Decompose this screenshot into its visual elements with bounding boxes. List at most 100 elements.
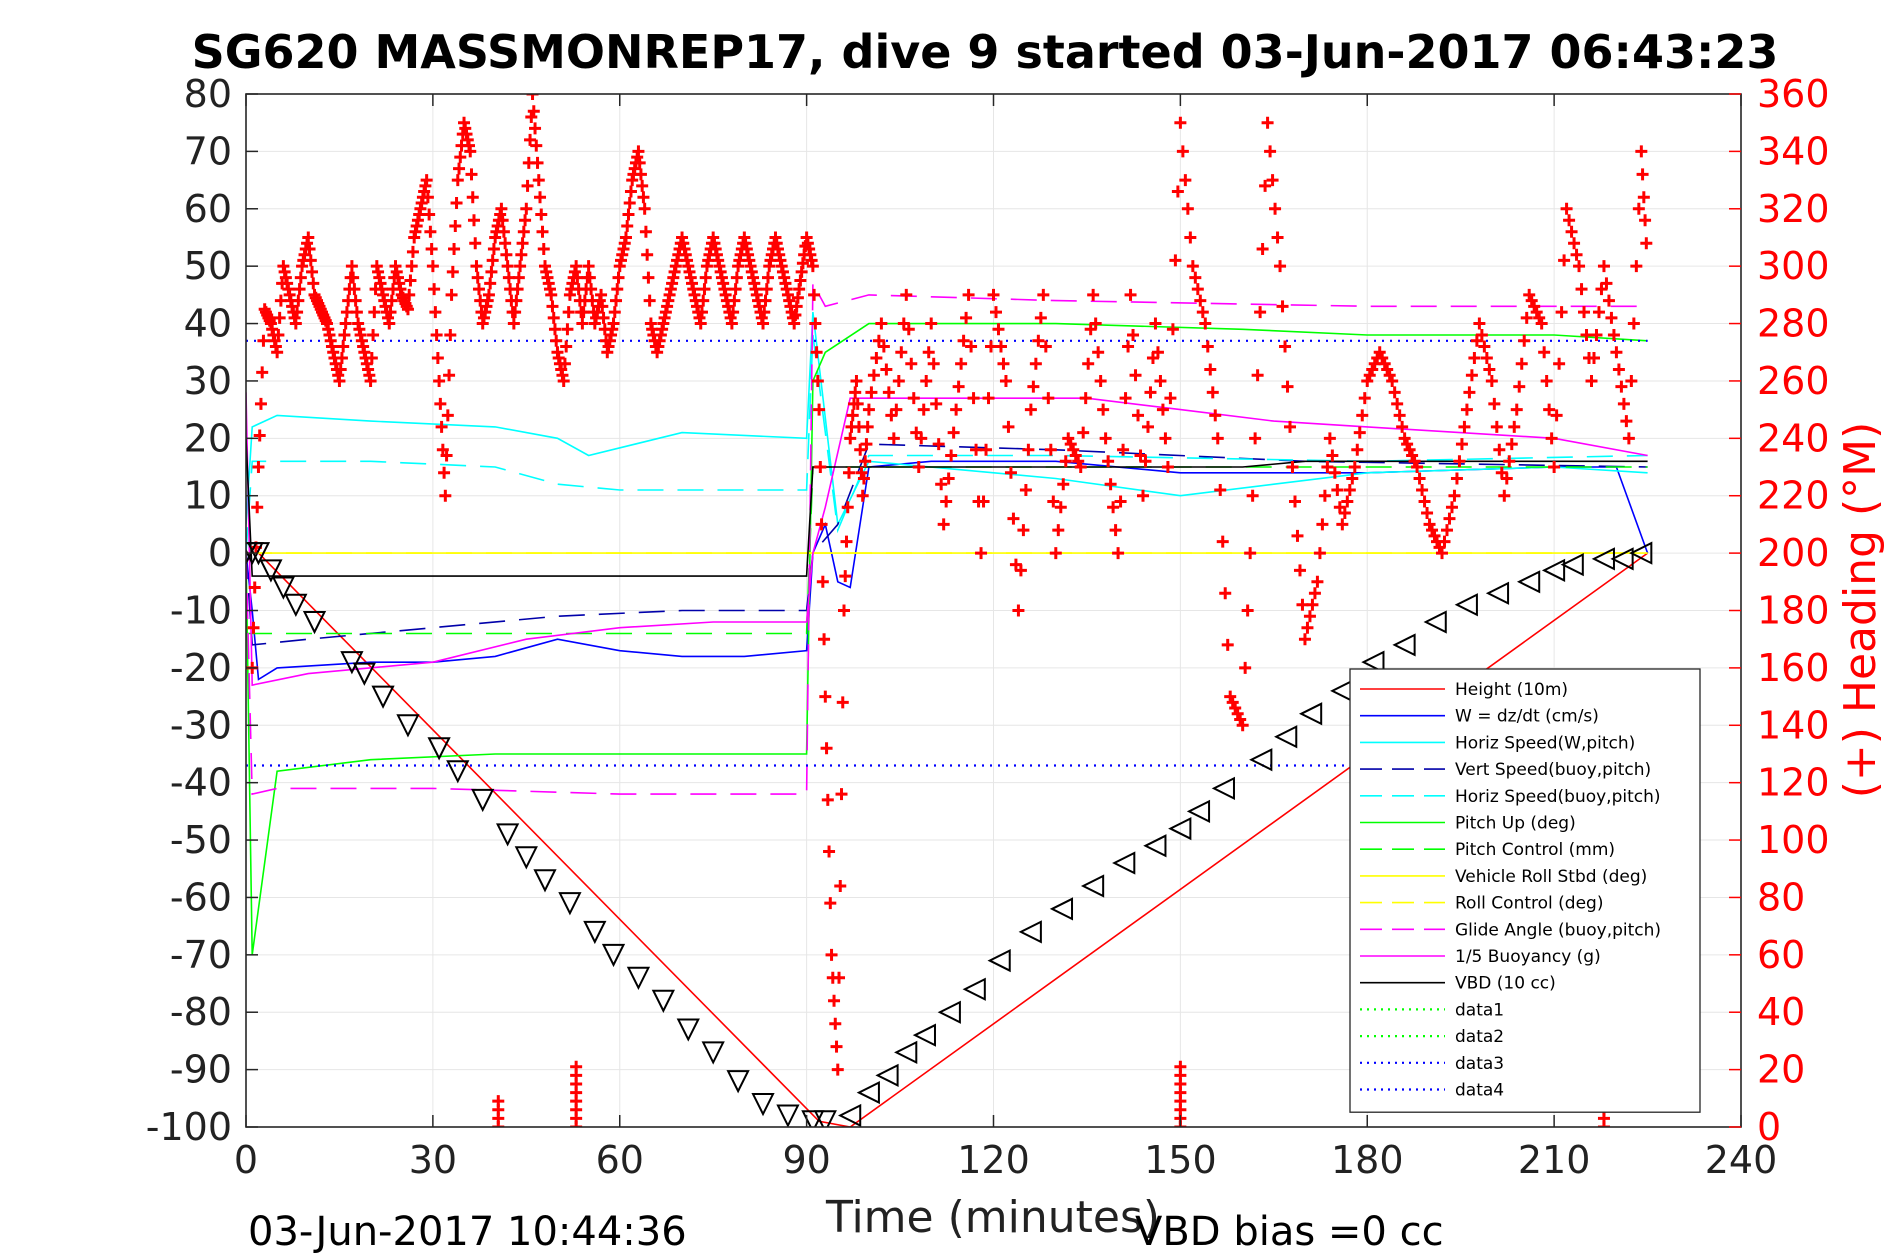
heading-marker [1089, 317, 1102, 330]
heading-marker [1363, 369, 1376, 382]
heading-marker [697, 294, 710, 307]
heading-marker [1194, 294, 1207, 307]
heading-marker [441, 409, 454, 422]
heading-marker [1281, 380, 1294, 393]
heading-marker [562, 306, 575, 319]
heading-marker [642, 271, 655, 284]
heading-marker [1029, 357, 1042, 370]
heading-marker [1483, 363, 1496, 376]
series-line-10 [246, 280, 1648, 796]
heading-marker [1259, 179, 1272, 192]
legend-label-4: Vert Speed(buoy,pitch) [1455, 760, 1651, 780]
heading-marker [1229, 702, 1242, 715]
heading-marker [957, 334, 970, 347]
heading-marker [1413, 472, 1426, 485]
heading-marker [1032, 334, 1045, 347]
heading-marker [994, 340, 1007, 353]
legend-label-13: data1 [1455, 1000, 1504, 1020]
heading-marker [1072, 455, 1085, 468]
heading-marker [932, 438, 945, 451]
heading-marker [339, 317, 352, 330]
heading-marker [449, 219, 462, 232]
y-tick-label: 60 [184, 187, 232, 231]
heading-marker [1341, 495, 1354, 508]
heading-marker [1114, 495, 1127, 508]
heading-marker [982, 392, 995, 405]
heading-marker [1540, 374, 1553, 387]
heading-marker [813, 403, 826, 416]
heading-marker [547, 311, 560, 324]
heading-marker [1122, 340, 1135, 353]
heading-marker [1303, 610, 1316, 623]
heading-marker [699, 271, 712, 284]
heading-marker [1416, 483, 1429, 496]
depth-marker [496, 823, 520, 847]
heading-marker [892, 374, 905, 387]
heading-marker [955, 357, 968, 370]
heading-marker [824, 897, 837, 910]
heading-marker [1184, 231, 1197, 244]
heading-marker [862, 403, 875, 416]
heading-marker [945, 449, 958, 462]
heading-marker [1548, 461, 1561, 474]
right-axis-label: (+) Heading (°M) [1835, 422, 1886, 799]
heading-marker [1445, 501, 1458, 514]
depth-marker [371, 685, 395, 709]
heading-marker [1308, 587, 1321, 600]
right-tick-label: 0 [1757, 1105, 1781, 1149]
heading-marker [856, 489, 869, 502]
heading-marker [1109, 524, 1122, 537]
heading-marker [1254, 306, 1267, 319]
x-tick-label: 180 [1331, 1138, 1404, 1182]
heading-marker [1473, 317, 1486, 330]
heading-marker [521, 179, 534, 192]
heading-marker [1264, 145, 1277, 158]
heading-marker [511, 283, 524, 296]
heading-marker [1455, 438, 1468, 451]
depth-marker [801, 1110, 825, 1127]
right-tick-label: 60 [1757, 933, 1805, 977]
heading-marker [1383, 369, 1396, 382]
heading-marker [809, 317, 822, 330]
footer-timestamp: 03-Jun-2017 10:44:36 [248, 1209, 687, 1255]
legend-label-14: data2 [1455, 1027, 1504, 1047]
heading-marker [384, 306, 397, 319]
depth-marker [1361, 650, 1385, 674]
depth-marker [1610, 547, 1634, 571]
heading-marker [514, 260, 527, 273]
y-tick-label: 10 [184, 474, 232, 518]
depth-marker [1049, 897, 1074, 921]
heading-marker [1625, 374, 1638, 387]
heading-marker [920, 374, 933, 387]
heading-marker [1269, 202, 1282, 215]
heading-marker [1246, 489, 1259, 502]
heading-marker [500, 248, 513, 261]
depth-marker [583, 920, 607, 945]
legend: Height (10m) W = dz/dt (cm/s) Horiz Speed(… [1349, 668, 1701, 1113]
heading-marker [1119, 392, 1132, 405]
heading-marker [548, 323, 561, 336]
heading-marker [499, 237, 512, 250]
heading-marker [1209, 409, 1222, 422]
depth-marker [962, 977, 986, 1001]
y-tick-label: -90 [170, 1048, 232, 1092]
heading-marker [757, 317, 770, 330]
heading-marker [1490, 420, 1503, 433]
heading-marker [492, 1095, 505, 1108]
heading-marker [962, 288, 975, 301]
heading-marker [430, 329, 443, 342]
heading-marker [818, 633, 831, 646]
heading-marker [1366, 363, 1379, 376]
heading-marker [846, 409, 859, 422]
heading-marker [1171, 185, 1184, 198]
heading-marker [304, 254, 317, 267]
heading-marker [485, 265, 498, 278]
heading-marker [1523, 288, 1536, 301]
depth-marker [1112, 851, 1136, 875]
heading-marker [1231, 707, 1244, 720]
heading-marker [1181, 202, 1194, 215]
heading-marker [1037, 288, 1050, 301]
heading-marker [1012, 604, 1025, 617]
heading-marker [1558, 254, 1571, 267]
heading-marker [254, 397, 267, 410]
